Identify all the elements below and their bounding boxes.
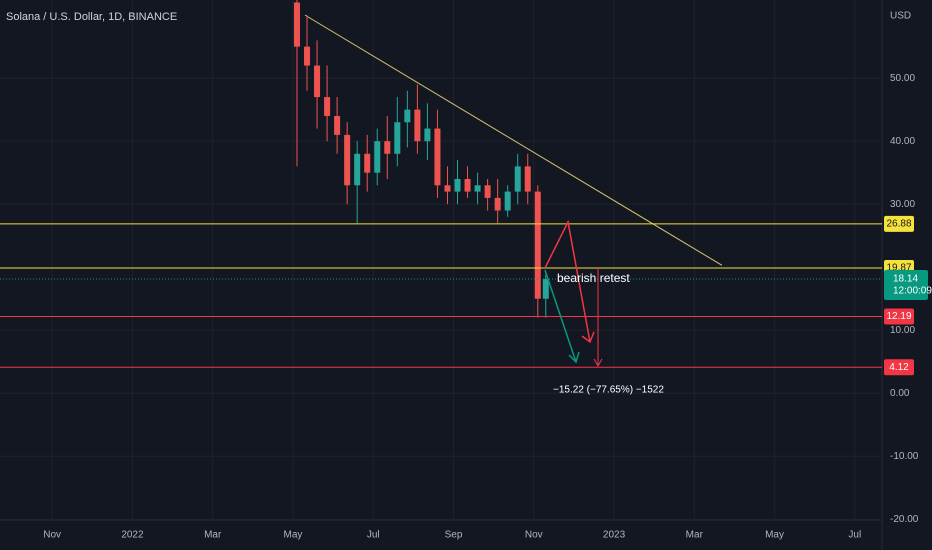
current-price: 18.14 xyxy=(893,274,918,285)
candle-body xyxy=(542,278,549,299)
annotation: bearish retest xyxy=(557,271,630,285)
candle-body xyxy=(304,46,311,66)
level-label: 12.19 xyxy=(886,311,911,322)
candle-body xyxy=(494,197,501,211)
x-tick-label: Jul xyxy=(367,530,380,541)
y-tick-label: 40.00 xyxy=(890,136,915,147)
candle-body xyxy=(354,153,361,186)
red-arrow xyxy=(544,219,591,343)
x-tick-label: May xyxy=(284,530,303,541)
plot xyxy=(0,0,882,520)
level-label: 19.87 xyxy=(886,263,911,274)
symbol-title: Solana / U.S. Dollar, 1D, BINANCE xyxy=(6,11,177,23)
y-tick-label: -10.00 xyxy=(890,451,919,462)
candle-body xyxy=(384,141,391,154)
candle-body xyxy=(464,178,471,192)
candle-body xyxy=(414,109,421,142)
x-tick-label: Mar xyxy=(686,530,704,541)
candle-body xyxy=(374,141,381,173)
candle-body xyxy=(504,191,511,211)
level-label-box xyxy=(884,359,914,376)
candle-body xyxy=(324,97,331,116)
currency: USD xyxy=(890,11,911,22)
candle-body xyxy=(364,153,371,173)
candle-body xyxy=(334,115,341,135)
candle-body xyxy=(484,185,491,198)
candle-body xyxy=(293,2,300,47)
x-tick-label: Nov xyxy=(43,530,61,541)
y-tick-label: 30.00 xyxy=(890,199,915,210)
candle-body xyxy=(434,128,441,186)
x-tick-label: Sep xyxy=(445,530,463,541)
level-label: 26.88 xyxy=(886,219,911,230)
candle-body xyxy=(344,134,351,186)
level-label-box xyxy=(884,308,914,325)
x-tick-label: May xyxy=(765,530,784,541)
x-tick-label: 2023 xyxy=(603,530,626,541)
current-price-box xyxy=(884,269,928,300)
teal-arrow xyxy=(544,269,577,363)
candle-body xyxy=(454,178,461,192)
countdown: 12:00:09 xyxy=(893,286,932,297)
x-tick-label: Mar xyxy=(204,530,222,541)
x-tick-label: 2022 xyxy=(121,530,144,541)
measure-head xyxy=(593,358,603,368)
y-tick-label: 50.00 xyxy=(890,73,915,84)
candle-body xyxy=(524,166,531,192)
measure-label: −15.22 (−77.65%) −1522 xyxy=(553,385,664,396)
candle-body xyxy=(444,185,451,192)
candle-body xyxy=(394,122,401,154)
candle-body xyxy=(534,191,541,299)
level-label: 4.12 xyxy=(889,362,909,373)
candle-body xyxy=(474,185,481,192)
candle-body xyxy=(514,166,521,192)
level-label-box xyxy=(884,215,914,232)
candle-body xyxy=(314,65,321,98)
candle-body xyxy=(404,109,411,123)
y-tick-label: 0.00 xyxy=(890,388,910,399)
y-tick-label: -20.00 xyxy=(890,514,919,525)
y-tick-label: 10.00 xyxy=(890,325,915,336)
teal-arrow-head xyxy=(568,351,580,364)
candle-body xyxy=(424,128,431,142)
x-tick-label: Jul xyxy=(848,530,861,541)
red-arrow-head xyxy=(581,331,595,344)
x-tick-label: Nov xyxy=(525,530,543,541)
